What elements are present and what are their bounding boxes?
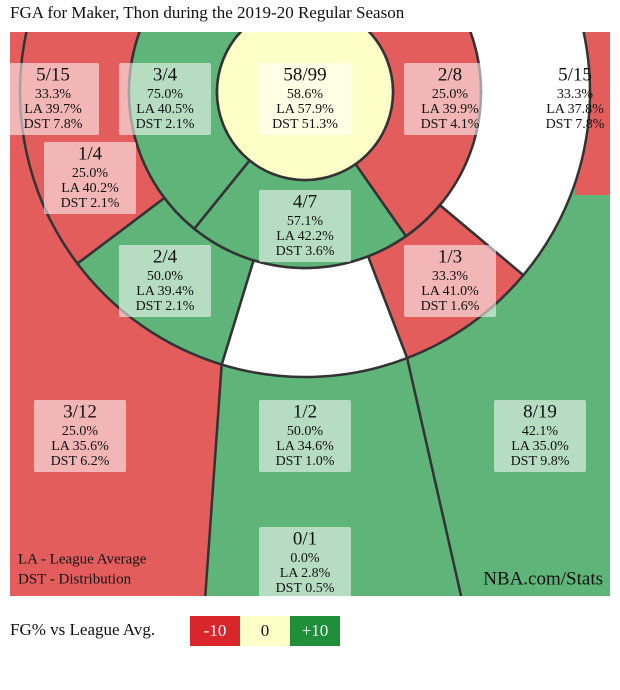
zone-league-avg: LA 39.7% [24,102,82,117]
note: DST - Distribution [18,571,132,587]
zone-distribution: DST 2.1% [61,196,120,211]
zone-made-attempts: 2/8 [438,64,462,85]
zone-made-attempts: 8/19 [523,401,557,422]
zone-made-attempts: 0/1 [293,528,317,549]
zone-label-box [7,63,99,135]
zone-made-attempts: 2/4 [153,246,178,267]
zone-shape [438,32,592,277]
zone-distribution: DST 7.8% [546,117,605,132]
zone-fg-pct: 33.3% [35,87,72,102]
zone-fg-pct: 33.3% [557,87,594,102]
zone-fg-pct: 75.0% [147,87,184,102]
source: NBA.com/Stats [483,568,603,589]
legend-item: 0 [261,621,270,640]
zone-fg-pct: 42.1% [522,424,559,439]
zone-made-attempts: 1/3 [438,246,462,267]
zone-made-attempts: 58/99 [283,64,326,85]
zone-distribution: DST 51.3% [272,117,338,132]
zone-made-attempts: 3/12 [63,401,97,422]
zone-made-attempts: 5/15 [558,64,592,85]
zone-label-box [259,527,351,599]
zone-league-avg: LA 39.4% [136,284,194,299]
zone-distribution: DST 2.1% [136,117,195,132]
legend-label: FG% vs League Avg. [10,620,155,639]
zone-made-attempts: 1/4 [78,143,103,164]
zone-label-box [259,63,351,135]
zone-distribution: DST 7.8% [24,117,83,132]
zone-fg-pct: 58.6% [287,87,324,102]
zone-distribution: DST 6.2% [51,454,110,469]
zone-distribution: DST 1.0% [276,454,335,469]
zone-fg-pct: 25.0% [62,424,99,439]
zone-label-box [404,245,496,317]
note: LA - League Average [18,551,147,567]
zone-league-avg: LA 42.2% [276,229,334,244]
zone-league-avg: LA 39.9% [421,102,479,117]
legend-swatch [290,616,340,646]
zone-distribution: DST 1.6% [421,299,480,314]
zone-fg-pct: 50.0% [287,424,324,439]
zone-distribution: DST 2.1% [136,299,195,314]
zone-distribution: DST 0.5% [276,581,335,596]
zone-league-avg: LA 35.0% [511,439,569,454]
zone-fg-pct: 0.0% [290,551,320,566]
legend-item: -10 [204,621,227,640]
zone-fg-pct: 50.0% [147,269,184,284]
legend-swatch [190,616,240,646]
zone-league-avg: LA 41.0% [421,284,479,299]
zone-distribution: DST 3.6% [276,244,335,259]
zone-label-box [34,400,126,472]
zone-distribution: DST 4.1% [421,117,480,132]
zone-league-avg: LA 40.5% [136,102,194,117]
zone-league-avg: LA 35.6% [51,439,109,454]
zone-league-avg: LA 40.2% [61,181,119,196]
zone-made-attempts: 3/4 [153,64,178,85]
zone-made-attempts: 4/7 [293,191,317,212]
title: FGA for Maker, Thon during the 2019-20 R… [10,3,405,22]
zone-fg-pct: 25.0% [72,166,109,181]
zone-league-avg: LA 2.8% [280,566,331,581]
zone-line [405,357,463,596]
zone-label-box [404,63,496,135]
zone-league-avg: LA 57.9% [276,102,334,117]
zone-fg-pct: 57.1% [287,214,324,229]
zone-made-attempts: 1/2 [293,401,317,422]
zone-league-avg: LA 37.8% [546,102,604,117]
zone-league-avg: LA 34.6% [276,439,334,454]
zone-line [204,364,223,596]
zone-distribution: DST 9.8% [511,454,570,469]
legend-item: +10 [302,621,329,640]
zone-label-box [119,63,211,135]
zone-label-box [494,400,586,472]
zone-made-attempts: 5/15 [36,64,70,85]
zone-fg-pct: 33.3% [432,269,469,284]
zone-label-box [44,142,136,214]
zone-label-box [259,400,351,472]
zone-fg-pct: 25.0% [432,87,469,102]
legend-swatch [240,616,290,646]
zone-label-box [119,245,211,317]
zone-label-box [259,190,351,262]
